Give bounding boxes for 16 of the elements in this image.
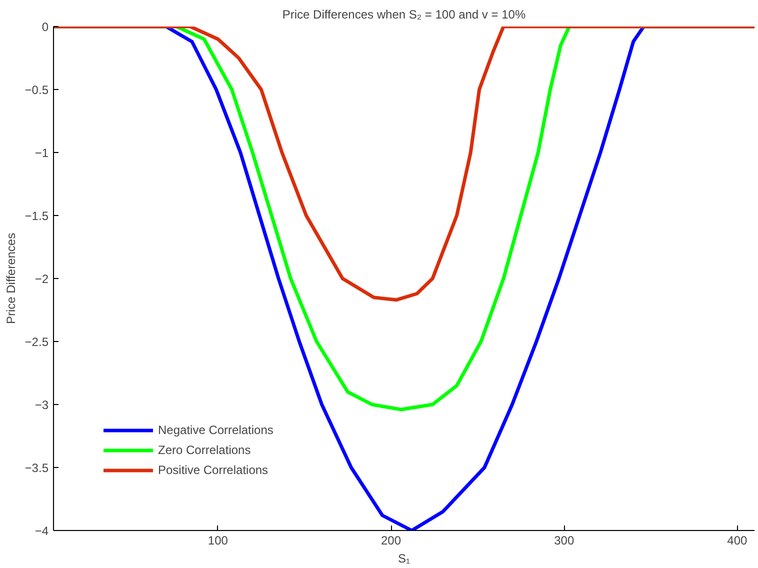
x-tick-label: 300 xyxy=(554,534,574,548)
y-tick-label: −3 xyxy=(34,398,49,412)
y-tick-label: −1.5 xyxy=(24,209,49,223)
y-tick-label: −2 xyxy=(34,272,49,286)
y-tick-label: −3.5 xyxy=(24,461,49,475)
x-tick-label: 200 xyxy=(381,534,402,548)
chart-title: Price Differences when S₂ = 100 and v = 10% xyxy=(282,8,526,22)
x-tick-label: 100 xyxy=(208,534,228,548)
y-axis-title: Price Differences xyxy=(4,232,18,324)
y-tick-label: −2.5 xyxy=(24,335,49,349)
y-tick-label: −4 xyxy=(34,524,49,538)
x-tick-label: 400 xyxy=(727,534,748,548)
y-tick-label: −1 xyxy=(34,146,49,160)
y-tick-label: 0 xyxy=(42,20,49,34)
x-axis-title: S₁ xyxy=(398,552,410,566)
y-tick-label: −0.5 xyxy=(24,83,49,97)
